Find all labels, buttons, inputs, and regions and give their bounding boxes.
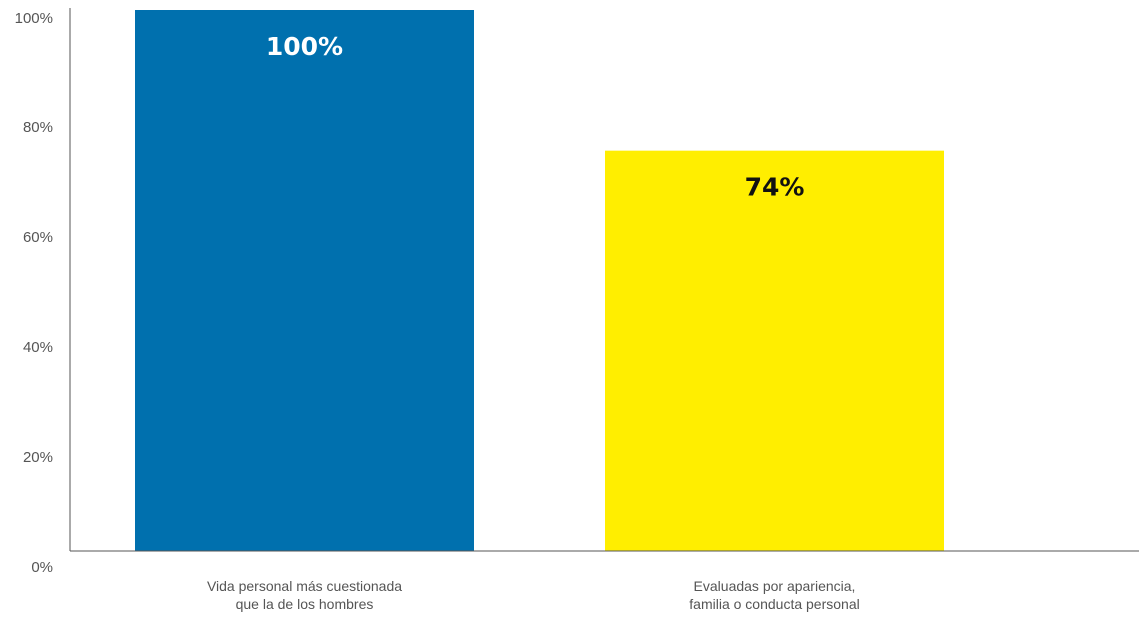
y-axis-ticks: 0% 20% 40% 60% 80% 100% (15, 10, 53, 576)
y-tick-label: 0% (31, 559, 53, 576)
bar (605, 150, 944, 551)
bar-value-label: 100% (266, 32, 343, 61)
y-tick-label: 60% (23, 229, 53, 246)
category-labels: Vida personal más cuestionada que la de l… (207, 578, 860, 612)
y-tick-label: 20% (23, 449, 53, 466)
category-label: Evaluadas por apariencia, familia o condu… (689, 578, 859, 612)
y-tick-label: 40% (23, 339, 53, 356)
y-tick-label: 80% (23, 119, 53, 136)
bars-group: 100% 74% (135, 10, 944, 551)
category-label: Vida personal más cuestionada que la de l… (207, 578, 402, 612)
bar (135, 10, 474, 551)
y-tick-label: 100% (15, 10, 53, 27)
bar-value-label: 74% (745, 173, 805, 202)
